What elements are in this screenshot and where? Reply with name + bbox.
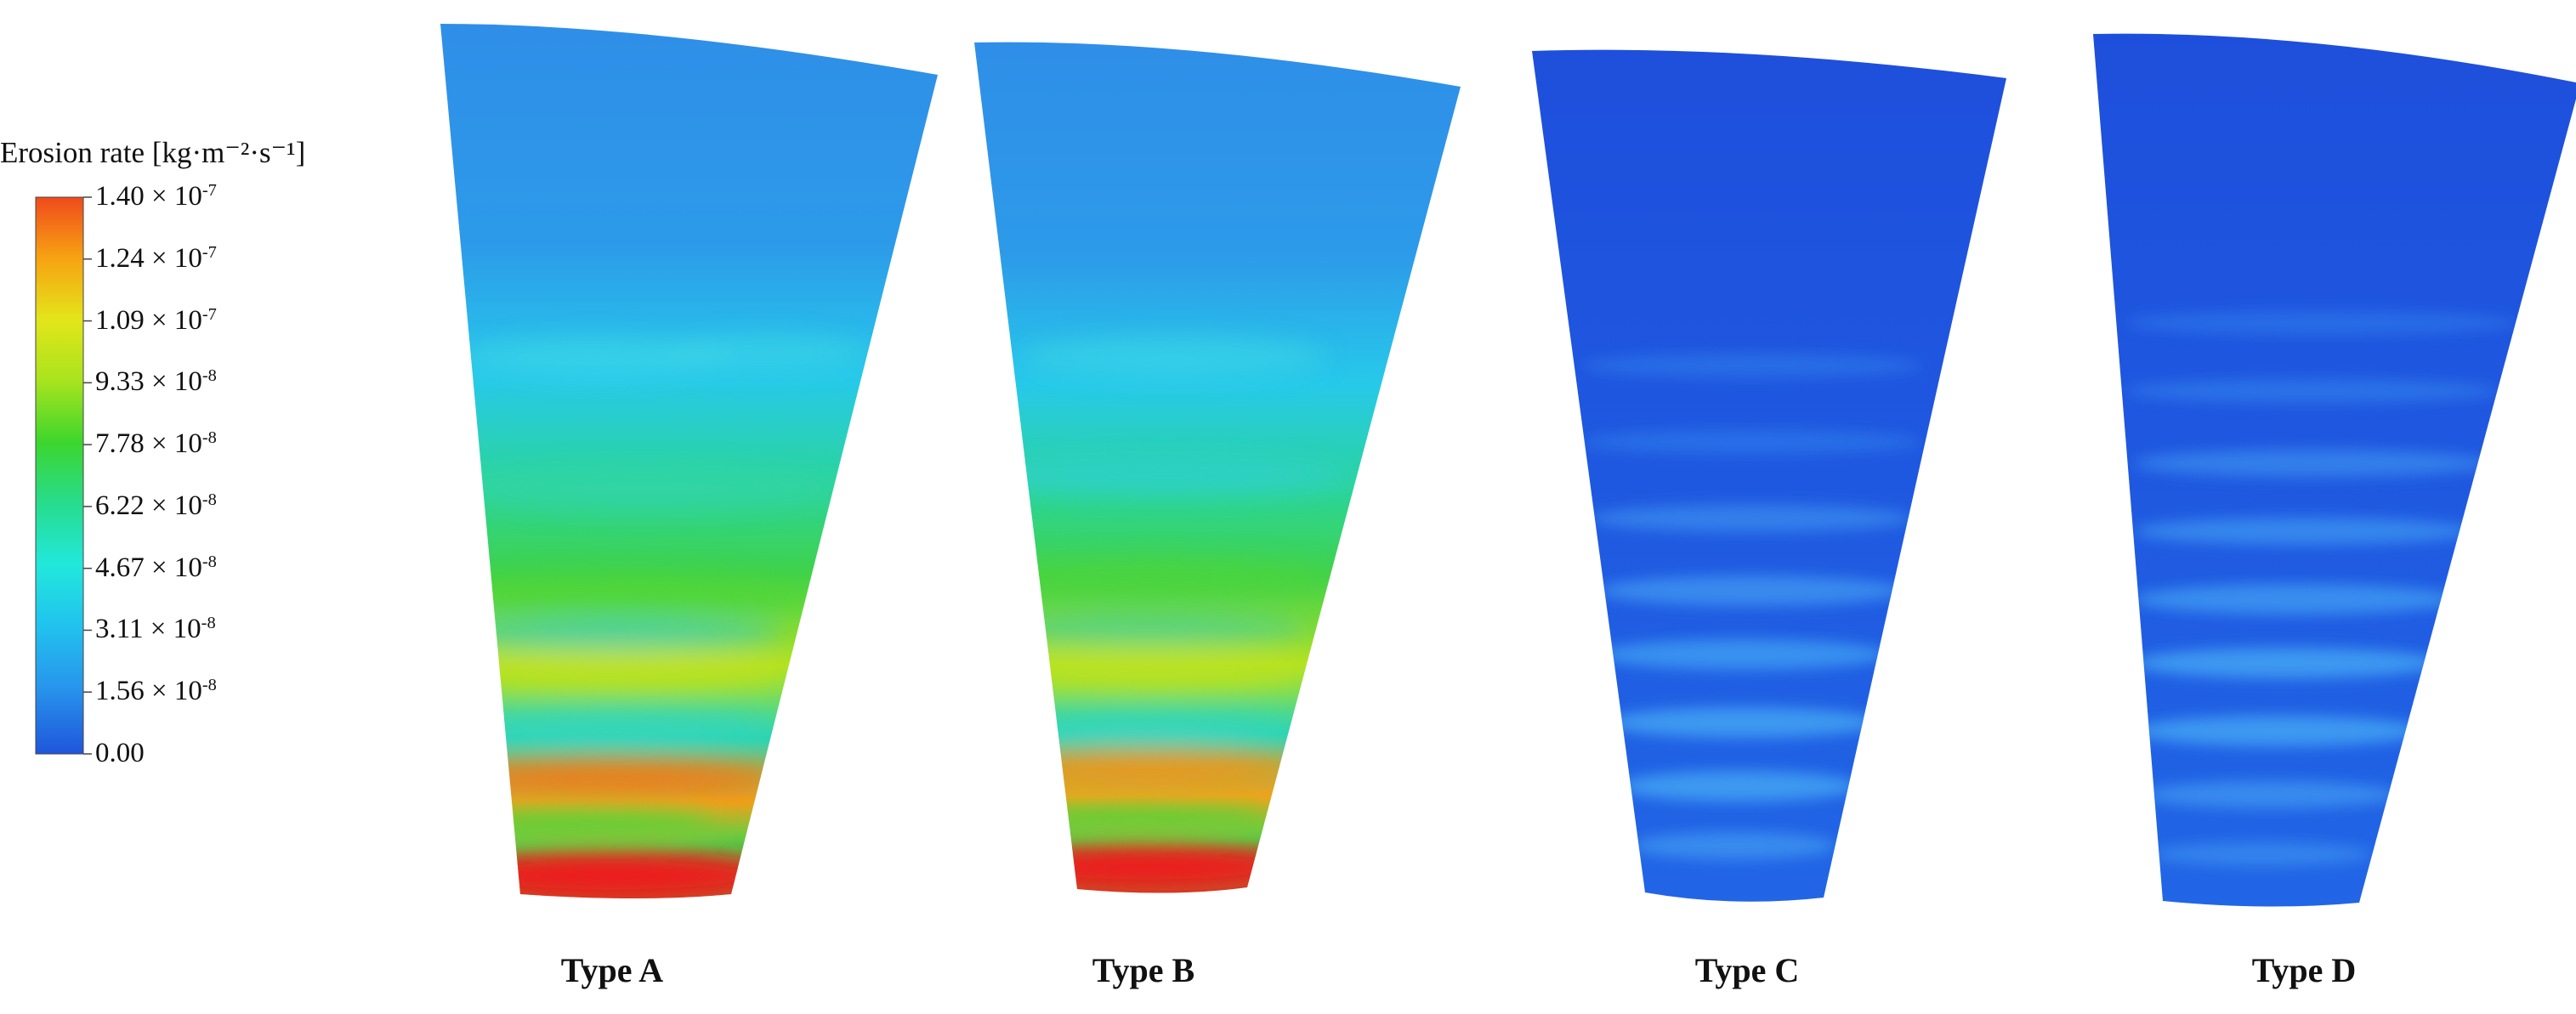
legend-label-mantissa: 1.40 × 10 bbox=[95, 181, 202, 212]
legend-label: 1.40 × 10-7 bbox=[95, 180, 217, 212]
legend-label-exponent: -8 bbox=[201, 614, 216, 633]
legend-label-mantissa: 6.22 × 10 bbox=[95, 490, 202, 521]
legend-label-exponent: -8 bbox=[201, 552, 217, 571]
legend-label: 7.78 × 10-8 bbox=[95, 428, 217, 460]
legend-label-exponent: -7 bbox=[201, 180, 217, 200]
legend-label-mantissa: 9.33 × 10 bbox=[95, 366, 202, 398]
label-type-b: Type B bbox=[1092, 951, 1195, 989]
label-type-c: Type C bbox=[1694, 951, 1800, 989]
legend-label: 9.33 × 10-8 bbox=[95, 366, 217, 398]
legend-label-exponent: -8 bbox=[201, 428, 217, 447]
label-type-d: Type D bbox=[2251, 951, 2357, 989]
legend-label: 1.24 × 10-7 bbox=[95, 242, 217, 274]
legend-label-mantissa: 1.24 × 10 bbox=[95, 242, 202, 274]
legend-label-mantissa: 3.11 × 10 bbox=[95, 614, 201, 645]
legend-label: 3.11 × 10-8 bbox=[95, 615, 216, 643]
legend-label: 1.09 × 10-7 bbox=[95, 304, 217, 336]
legend-label: 0.00 bbox=[95, 739, 145, 768]
legend-label: 6.22 × 10-8 bbox=[95, 490, 217, 521]
legend-label-exponent: -8 bbox=[201, 675, 217, 694]
legend-label: 1.56 × 10-8 bbox=[95, 677, 217, 705]
legend-label-exponent: -8 bbox=[201, 366, 217, 386]
legend-label-mantissa: 7.78 × 10 bbox=[95, 428, 202, 460]
legend-label-mantissa: 1.09 × 10 bbox=[95, 304, 202, 336]
legend-ticks bbox=[83, 196, 92, 755]
cone-type-b bbox=[974, 42, 1461, 893]
legend-label-exponent: -7 bbox=[201, 242, 217, 262]
legend-label-mantissa: 0.00 bbox=[95, 738, 145, 768]
legend-label-mantissa: 1.56 × 10 bbox=[95, 676, 202, 707]
cone-type-c bbox=[1532, 49, 2006, 902]
cone-type-a bbox=[440, 24, 938, 898]
legend-colorbar bbox=[35, 196, 84, 755]
legend-label-mantissa: 4.67 × 10 bbox=[95, 552, 202, 583]
label-type-a: Type A bbox=[560, 951, 664, 989]
legend-label-exponent: -8 bbox=[201, 490, 217, 509]
legend-label-exponent: -7 bbox=[201, 304, 217, 324]
cone-type-d bbox=[2093, 33, 2576, 907]
legend-label: 4.67 × 10-8 bbox=[95, 552, 217, 583]
legend-title: Erosion rate [kg·m⁻²·s⁻¹] bbox=[0, 136, 306, 169]
